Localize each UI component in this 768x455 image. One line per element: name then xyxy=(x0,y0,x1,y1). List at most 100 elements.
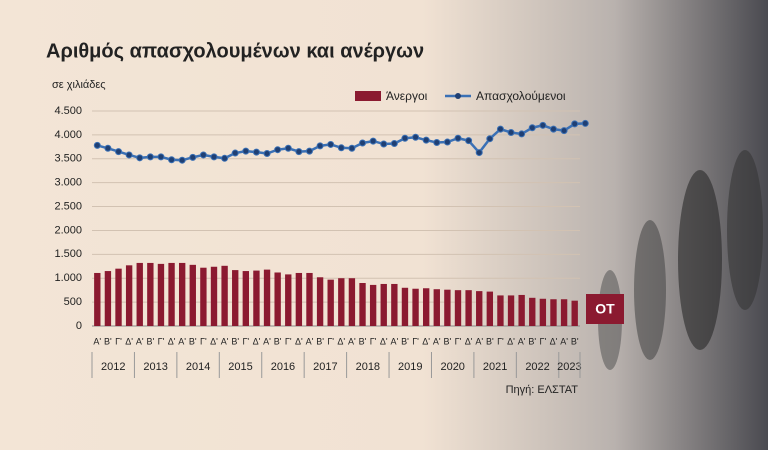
bar xyxy=(94,272,101,326)
x-tick-label: Α' xyxy=(348,336,356,346)
marker xyxy=(157,153,165,161)
marker xyxy=(475,149,483,157)
x-tick-label: Β' xyxy=(486,336,494,346)
bar xyxy=(253,270,260,326)
year-label: 2012 xyxy=(101,361,125,373)
year-label: 2018 xyxy=(356,361,380,373)
legend-label: Απασχολούμενοι xyxy=(476,89,566,103)
y-tick-label: 4.000 xyxy=(54,129,82,141)
x-tick-label: Γ' xyxy=(200,336,207,346)
year-label: 2013 xyxy=(143,361,167,373)
bar xyxy=(380,283,387,326)
marker xyxy=(93,141,101,149)
x-tick-label: Α' xyxy=(433,336,441,346)
x-tick-label: Α' xyxy=(306,336,314,346)
y-tick-label: 4.500 xyxy=(54,105,82,117)
x-tick-label: Δ' xyxy=(337,336,345,346)
legend-label: Άνεργοι xyxy=(386,89,428,103)
bar xyxy=(550,299,557,326)
x-tick-label: Γ' xyxy=(327,336,334,346)
bar xyxy=(444,289,451,326)
bar xyxy=(433,289,440,326)
x-tick-label: Α' xyxy=(475,336,483,346)
x-tick-label: Δ' xyxy=(380,336,388,346)
legend-swatch xyxy=(355,91,381,101)
x-tick-label: Α' xyxy=(390,336,398,346)
x-tick-label: Β' xyxy=(146,336,154,346)
marker xyxy=(263,150,271,158)
bar xyxy=(306,272,313,326)
marker xyxy=(496,125,504,133)
x-tick-label: Β' xyxy=(104,336,112,346)
bar xyxy=(115,268,122,326)
marker xyxy=(337,144,345,152)
x-tick-label: Δ' xyxy=(168,336,176,346)
bar xyxy=(465,290,472,326)
x-tick-label: Γ' xyxy=(370,336,377,346)
bar xyxy=(401,287,409,326)
logo: ΟΤ xyxy=(595,301,615,317)
source: Πηγή: ΕΛΣΤΑΤ xyxy=(506,384,579,396)
x-tick-label: Β' xyxy=(444,336,452,346)
x-tick-label: Β' xyxy=(189,336,197,346)
marker xyxy=(221,154,229,162)
x-tick-label: Γ' xyxy=(158,336,165,346)
bar xyxy=(232,270,239,326)
year-label: 2019 xyxy=(398,361,422,373)
bar xyxy=(316,277,324,326)
bar xyxy=(529,297,536,326)
x-tick-label: Β' xyxy=(231,336,239,346)
x-tick-label: Β' xyxy=(359,336,367,346)
bar xyxy=(507,295,515,326)
marker xyxy=(316,142,324,150)
bar xyxy=(422,288,430,326)
x-tick-label: Δ' xyxy=(210,336,218,346)
marker xyxy=(560,127,568,135)
marker xyxy=(252,148,260,156)
marker xyxy=(305,147,313,155)
x-tick-label: Α' xyxy=(560,336,568,346)
marker xyxy=(359,139,367,147)
marker xyxy=(199,151,207,159)
bar xyxy=(412,288,419,326)
x-tick-label: Α' xyxy=(178,336,186,346)
marker xyxy=(401,134,409,142)
bar xyxy=(285,274,292,326)
bar xyxy=(497,295,504,326)
marker xyxy=(369,137,377,145)
bar xyxy=(104,271,112,326)
y-tick-label: 3.000 xyxy=(54,177,82,189)
bar xyxy=(359,283,366,326)
marker xyxy=(571,120,579,128)
y-tick-label: 2.500 xyxy=(54,200,82,212)
year-label: 2015 xyxy=(228,361,252,373)
x-tick-label: Δ' xyxy=(125,336,133,346)
marker xyxy=(136,154,144,162)
bar xyxy=(178,262,186,326)
x-tick-label: Γ' xyxy=(412,336,419,346)
y-tick-label: 1.500 xyxy=(54,248,82,260)
x-tick-label: Δ' xyxy=(295,336,303,346)
x-tick-label: Γ' xyxy=(115,336,122,346)
bar xyxy=(560,299,568,326)
bar xyxy=(274,272,281,326)
bar xyxy=(136,262,143,326)
x-tick-label: Β' xyxy=(528,336,536,346)
marker xyxy=(454,134,462,142)
year-label: 2023 xyxy=(557,361,581,373)
marker xyxy=(284,144,292,152)
bar xyxy=(210,266,218,326)
bar xyxy=(338,278,345,326)
x-tick-label: Δ' xyxy=(253,336,261,346)
bar xyxy=(242,271,250,326)
marker xyxy=(210,153,218,161)
bar xyxy=(348,278,356,326)
y-tick-label: 3.500 xyxy=(54,153,82,165)
bar xyxy=(539,298,547,326)
x-tick-label: Γ' xyxy=(242,336,249,346)
bar xyxy=(327,279,334,326)
y-tick-label: 2.000 xyxy=(54,224,82,236)
x-tick-label: Δ' xyxy=(422,336,430,346)
logo-box xyxy=(586,294,624,324)
